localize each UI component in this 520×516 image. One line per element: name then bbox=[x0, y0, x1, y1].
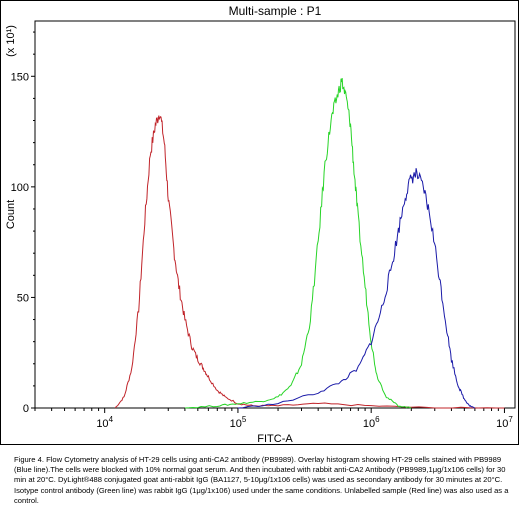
figure-caption: Figure 4. Flow Cytometry analysis of HT-… bbox=[14, 455, 509, 505]
series-line-2 bbox=[184, 78, 412, 409]
histogram-chart: Multi-sample : P1 0 50 100 150 (x 10¹) Count 10… bbox=[5, 4, 516, 445]
y-tick-label: 150 bbox=[11, 71, 29, 83]
y-multiplier-label: (x 10¹) bbox=[5, 25, 17, 57]
series-line-3 bbox=[237, 168, 476, 409]
y-tick-label: 50 bbox=[17, 292, 29, 304]
plot-area bbox=[34, 20, 516, 409]
series-line-1 bbox=[114, 115, 505, 409]
x-axis-label: FITC-A bbox=[257, 433, 293, 445]
chart-frame: Multi-sample : P1 0 50 100 150 (x 10¹) Count 10… bbox=[0, 0, 519, 445]
x-tick-label: 105 bbox=[230, 415, 247, 430]
y-axis-label: Count bbox=[5, 200, 17, 229]
y-tick-label: 100 bbox=[11, 182, 29, 194]
x-tick-label: 104 bbox=[96, 415, 113, 430]
y-tick-label: 0 bbox=[23, 403, 29, 415]
x-tick-label: 107 bbox=[496, 415, 513, 430]
chart-title: Multi-sample : P1 bbox=[229, 4, 322, 18]
x-tick-label: 106 bbox=[363, 415, 380, 430]
